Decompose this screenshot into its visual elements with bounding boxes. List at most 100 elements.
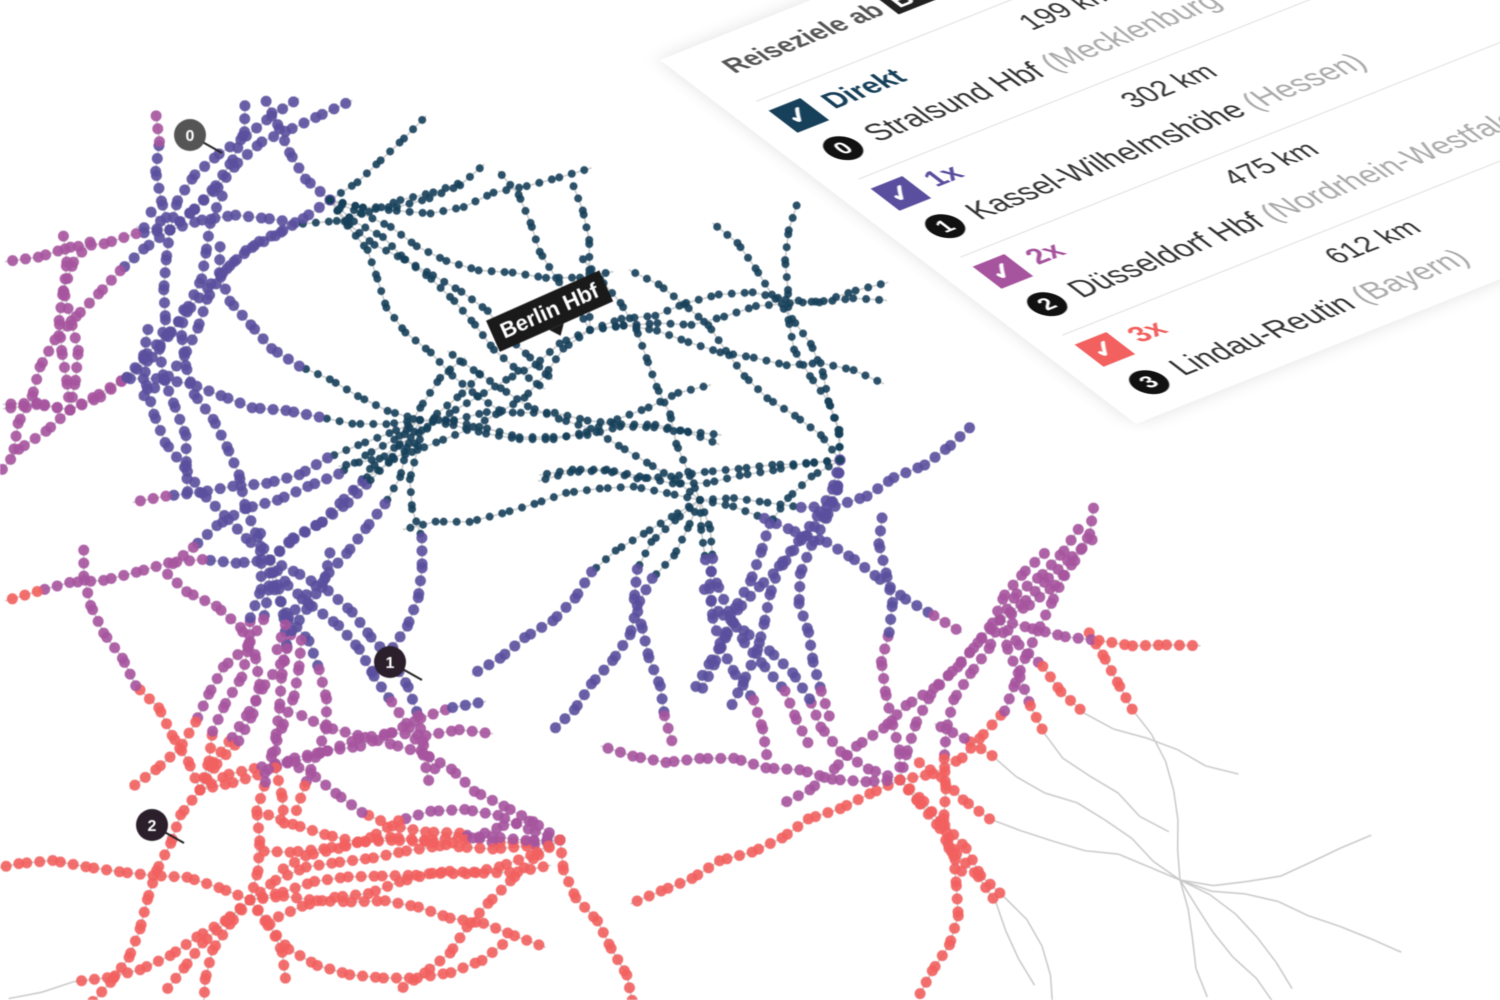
- route-segment: [994, 614, 1039, 635]
- route-segment: [428, 271, 466, 296]
- route-segment: [466, 652, 506, 681]
- route-segment: [213, 882, 256, 906]
- rail-segment: [1172, 790, 1179, 821]
- route-segment: [32, 241, 76, 263]
- route-segment: [972, 871, 1002, 908]
- transfer-label: 1x: [915, 159, 971, 192]
- route-segment: [319, 828, 364, 848]
- rail-segment: [1131, 837, 1154, 862]
- route-segment: [647, 516, 680, 546]
- route-segment: [134, 950, 176, 976]
- route-segment: [376, 134, 408, 165]
- route-segment: [468, 785, 510, 812]
- route-segment: [815, 294, 858, 307]
- rail-segment: [1176, 748, 1207, 767]
- rail-segment: [1176, 850, 1181, 881]
- route-segment: [864, 774, 906, 800]
- route-segment: [586, 321, 628, 334]
- route-segment: [0, 251, 44, 268]
- route-segment: [196, 553, 242, 569]
- route-segment: [714, 288, 757, 299]
- route-segment: [714, 846, 758, 867]
- route-segment: [471, 320, 498, 354]
- route-segment: [790, 713, 816, 753]
- rail-segment: [1117, 792, 1141, 817]
- rail-segment: [1118, 853, 1150, 868]
- route-segment: [0, 858, 25, 874]
- route-segment: [329, 888, 374, 903]
- route-segment: [642, 354, 661, 391]
- route-segment: [696, 496, 715, 533]
- route-segment: [366, 453, 398, 485]
- route-segment: [696, 494, 738, 504]
- route-segment: [176, 300, 190, 342]
- marker-number: 2: [148, 818, 157, 835]
- route-segment: [613, 403, 653, 424]
- route-segment: [349, 217, 387, 241]
- route-segment: [300, 856, 346, 873]
- route-segment: [370, 240, 409, 264]
- route-segment: [482, 429, 524, 444]
- rail-segment: [1213, 880, 1248, 887]
- route-segment: [449, 421, 491, 438]
- route-segment: [670, 524, 692, 560]
- route-segment: [13, 855, 59, 870]
- route-segment: [316, 94, 358, 120]
- route-segment: [412, 242, 451, 265]
- route-segment: [784, 197, 802, 235]
- route-segment: [616, 298, 641, 334]
- route-segment: [64, 238, 110, 253]
- rail-segment: [1049, 975, 1053, 1000]
- route-segment: [473, 392, 509, 418]
- route-segment: [683, 496, 704, 533]
- route-segment: [595, 482, 638, 493]
- route-segment: [566, 466, 609, 477]
- route-segment: [289, 780, 311, 821]
- route-segment: [586, 424, 623, 450]
- route-segment: [508, 268, 551, 282]
- route-segment: [768, 459, 811, 469]
- route-segment: [671, 496, 704, 525]
- route-segment: [124, 764, 162, 795]
- rail-segment: [1212, 931, 1234, 958]
- route-segment: [816, 431, 844, 464]
- route-segment: [223, 761, 268, 780]
- route-segment: [735, 466, 778, 480]
- route-segment: [494, 166, 523, 199]
- route-segment: [382, 416, 424, 429]
- route-segment: [326, 196, 354, 229]
- route-segment: [227, 477, 273, 492]
- route-segment: [684, 338, 725, 357]
- rail-segment: [1255, 977, 1273, 1000]
- route-segment: [862, 763, 906, 786]
- route-segment: [1059, 631, 1105, 647]
- rail-segment: [1246, 875, 1281, 883]
- route-segment: [270, 619, 291, 660]
- route-segment: [912, 965, 938, 1000]
- route-segment: [127, 490, 172, 508]
- route-segment: [293, 630, 308, 672]
- rail-segment: [1205, 765, 1239, 775]
- route-segment: [834, 788, 876, 815]
- route-segment: [582, 415, 622, 437]
- checkbox: ✓: [1074, 332, 1136, 367]
- route-segment: [405, 475, 417, 514]
- route-segment: [654, 280, 689, 309]
- route-segment: [398, 517, 440, 534]
- route-segment: [412, 901, 456, 924]
- route-segment: [373, 274, 391, 312]
- route-segment: [834, 426, 844, 464]
- route-segment: [702, 471, 744, 488]
- route-segment: [389, 426, 411, 462]
- route-segment: [266, 900, 308, 926]
- route-segment: [658, 710, 679, 751]
- route-segment: [130, 557, 175, 578]
- route-segment: [1019, 543, 1055, 577]
- route-segment: [57, 226, 73, 268]
- route-segment: [555, 163, 596, 182]
- route-segment: [401, 328, 435, 357]
- route-segment: [284, 843, 330, 858]
- rail-segment: [1113, 728, 1147, 739]
- route-segment: [386, 820, 432, 838]
- route-segment: [624, 885, 667, 910]
